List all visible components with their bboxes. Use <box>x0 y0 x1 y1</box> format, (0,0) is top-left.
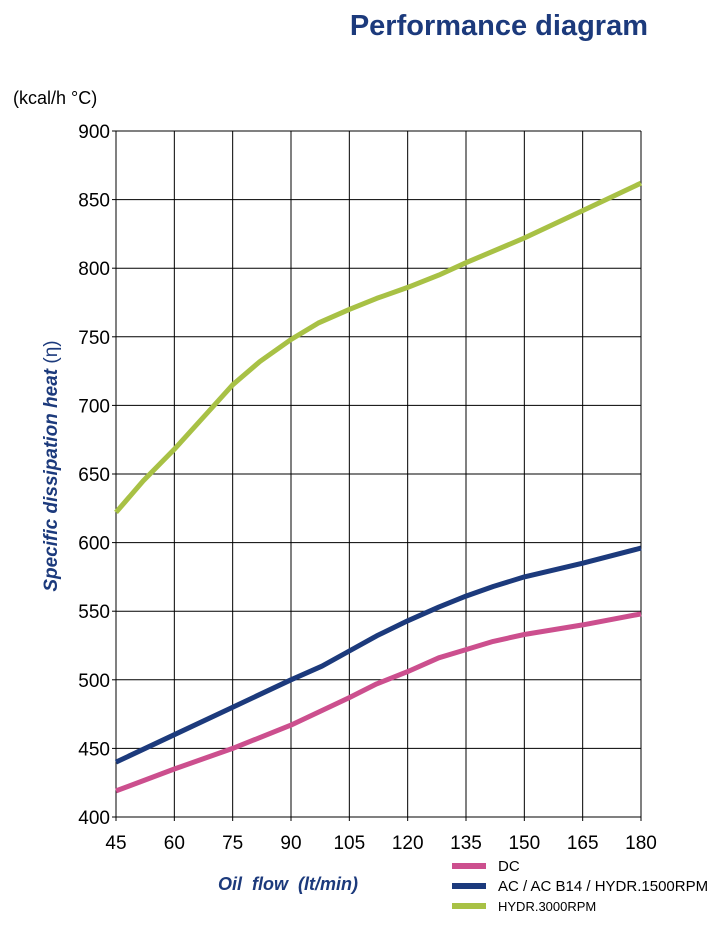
x-tick-label: 105 <box>333 833 365 854</box>
chart-title: Performance diagram <box>349 10 648 42</box>
x-tick-label: 180 <box>625 833 657 854</box>
y-tick-label: 500 <box>78 671 110 692</box>
legend-label-dc: DC <box>498 857 520 875</box>
chart-legend: DC AC / AC B14 / HYDR.1500RPM HYDR.3000R… <box>452 856 708 916</box>
legend-item-dc: DC <box>452 856 708 876</box>
legend-label-ac: AC / AC B14 / HYDR.1500RPM <box>498 877 709 895</box>
y-tick-label: 700 <box>78 396 110 417</box>
y-tick-label: 600 <box>78 534 110 555</box>
y-tick-label: 750 <box>78 328 110 349</box>
legend-item-hydr3000: HYDR.3000RPM <box>452 896 708 916</box>
legend-swatch-ac <box>452 883 486 889</box>
x-tick-label: 150 <box>508 833 540 854</box>
y-tick-label: 850 <box>78 191 110 212</box>
legend-swatch-dc <box>452 863 486 869</box>
y-axis-unit-label: (kcal/h °C) <box>13 88 98 108</box>
x-tick-label: 120 <box>392 833 424 854</box>
legend-swatch-hydr3000 <box>452 903 486 909</box>
x-tick-label: 135 <box>450 833 482 854</box>
y-tick-label: 650 <box>78 465 110 486</box>
y-tick-label: 450 <box>78 739 110 760</box>
x-tick-label: 165 <box>567 833 599 854</box>
series-line-ac <box>114 545 642 765</box>
series-line-hydr3000 <box>114 180 643 515</box>
series-line-dc <box>115 611 642 794</box>
x-tick-label: 90 <box>280 833 301 854</box>
x-tick-label: 60 <box>164 833 185 854</box>
x-tick-label: 45 <box>105 833 126 854</box>
y-tick-label: 900 <box>78 122 110 143</box>
y-tick-label: 800 <box>78 259 110 280</box>
x-tick-label: 75 <box>222 833 243 854</box>
legend-item-ac: AC / AC B14 / HYDR.1500RPM <box>452 876 708 896</box>
legend-label-hydr3000: HYDR.3000RPM <box>498 898 597 914</box>
y-tick-label: 400 <box>78 808 110 829</box>
y-tick-label: 550 <box>78 602 110 623</box>
x-axis-title: Oil flow (lt/min) <box>218 874 358 894</box>
